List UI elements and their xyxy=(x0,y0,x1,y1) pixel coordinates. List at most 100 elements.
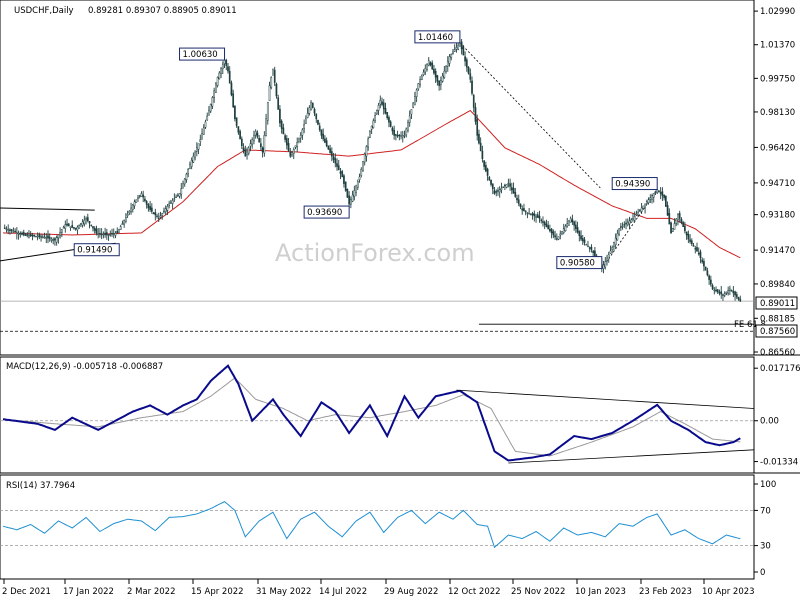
candle-body xyxy=(417,83,420,90)
candle-body xyxy=(616,233,619,241)
candle-body xyxy=(157,217,160,220)
candle-body xyxy=(448,56,451,64)
candle-body xyxy=(60,229,63,233)
candle-body xyxy=(337,165,340,171)
macd-line xyxy=(2,364,741,462)
candle-body xyxy=(190,160,193,167)
candle-body xyxy=(588,247,591,249)
candle-body xyxy=(159,215,162,218)
candle-body xyxy=(251,139,254,145)
candle-body xyxy=(575,224,577,230)
candle-body xyxy=(713,289,716,292)
candle-body xyxy=(401,135,404,138)
candle-body xyxy=(145,201,148,205)
candle-body xyxy=(628,220,631,225)
candle-body xyxy=(235,117,238,126)
candle-body xyxy=(722,294,724,296)
candle-body xyxy=(109,234,112,236)
candle-body xyxy=(52,239,55,241)
candle-body xyxy=(725,291,728,294)
candle-body xyxy=(22,232,25,236)
candle-body xyxy=(279,108,281,124)
candle-body xyxy=(644,203,646,209)
candle-body xyxy=(581,238,584,242)
candle-body xyxy=(299,135,302,139)
candle-body xyxy=(685,231,688,236)
x-tick-label: 31 May 2022 xyxy=(256,587,311,597)
candle-body xyxy=(431,62,434,70)
candle-body xyxy=(178,193,181,197)
candle-body xyxy=(372,120,375,129)
candle-body xyxy=(419,79,421,85)
candle-body xyxy=(99,233,101,235)
swing-label-box xyxy=(73,243,120,257)
candle-body xyxy=(266,101,269,121)
candle-body xyxy=(131,204,134,210)
candle-body xyxy=(635,213,638,216)
candle-body xyxy=(438,80,440,86)
candle-body xyxy=(59,232,61,236)
candle-body xyxy=(93,228,96,231)
candle-body xyxy=(690,240,693,245)
candle-body xyxy=(97,233,100,235)
candle-body xyxy=(571,219,574,223)
candle-body xyxy=(220,68,222,74)
candle-body xyxy=(680,218,683,223)
x-tick-label: 29 Aug 2022 xyxy=(384,587,438,597)
candle-body xyxy=(729,288,731,291)
candle-body xyxy=(723,293,726,296)
candle-body xyxy=(242,147,245,152)
candle-body xyxy=(564,225,567,232)
x-tick-label: 10 Apr 2023 xyxy=(702,587,755,597)
candle-body xyxy=(426,64,428,70)
candle-body xyxy=(123,220,125,225)
candle-body xyxy=(389,121,392,127)
candle-body xyxy=(590,246,593,250)
candle-body xyxy=(7,229,10,231)
candle-body xyxy=(521,208,524,211)
price-header-ohlc: 0.89281 0.89307 0.88905 0.89011 xyxy=(88,6,237,16)
candle-body xyxy=(166,206,169,211)
candle-body xyxy=(195,147,198,152)
candle-body xyxy=(611,247,614,250)
candle-body xyxy=(237,126,240,133)
candle-body xyxy=(433,68,435,74)
candle-body xyxy=(734,291,736,296)
candle-body xyxy=(33,234,36,237)
candle-body xyxy=(284,135,286,140)
candle-body xyxy=(12,231,15,233)
candle-body xyxy=(618,228,620,235)
candle-body xyxy=(43,236,46,239)
candle-body xyxy=(633,216,636,221)
candle-body xyxy=(549,228,551,232)
rsi-lines xyxy=(0,501,754,549)
candle-body xyxy=(711,285,714,290)
swing-label-box xyxy=(556,256,603,270)
candle-body xyxy=(408,115,411,123)
candle-body xyxy=(398,134,401,137)
candle-body xyxy=(607,254,610,260)
candle-body xyxy=(517,199,520,204)
candle-body xyxy=(19,233,22,235)
candle-body xyxy=(92,226,94,229)
candle-body xyxy=(232,93,235,108)
candle-body xyxy=(206,115,209,121)
candle-body xyxy=(682,222,685,227)
candle-body xyxy=(54,238,56,241)
candle-body xyxy=(125,217,127,222)
candle-body xyxy=(450,54,453,58)
swing-label-text: 1.01460 xyxy=(418,33,453,43)
candle-body xyxy=(213,90,215,98)
candle-body xyxy=(606,257,608,261)
candle-body xyxy=(422,71,425,76)
candle-body xyxy=(100,233,103,235)
candle-body xyxy=(170,201,172,204)
candle-body xyxy=(465,59,468,68)
candle-body xyxy=(684,225,686,232)
candle-body xyxy=(223,59,226,64)
candle-body xyxy=(559,233,562,236)
candle-body xyxy=(523,208,525,212)
candle-body xyxy=(535,216,537,218)
